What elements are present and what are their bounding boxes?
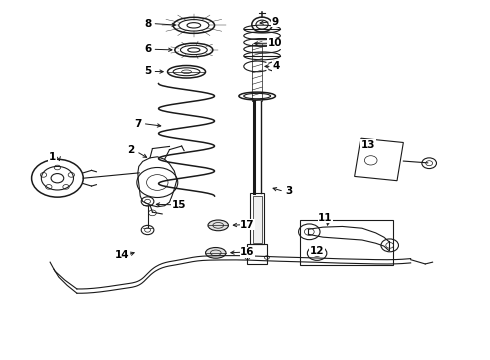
Text: 13: 13 bbox=[361, 140, 375, 150]
Text: 16: 16 bbox=[240, 247, 255, 257]
Text: 17: 17 bbox=[240, 220, 255, 230]
Text: 2: 2 bbox=[127, 145, 134, 156]
Text: 15: 15 bbox=[172, 200, 187, 210]
Text: 6: 6 bbox=[144, 44, 151, 54]
Text: 7: 7 bbox=[134, 118, 142, 129]
Text: 5: 5 bbox=[144, 66, 151, 76]
Text: 11: 11 bbox=[318, 212, 333, 222]
Text: 14: 14 bbox=[115, 250, 129, 260]
Bar bbox=[247, 244, 267, 264]
Text: 1: 1 bbox=[49, 152, 56, 162]
Text: 8: 8 bbox=[144, 18, 151, 28]
Text: 9: 9 bbox=[271, 17, 279, 27]
Bar bbox=[300, 220, 392, 265]
Text: 10: 10 bbox=[268, 38, 282, 48]
Ellipse shape bbox=[208, 220, 228, 231]
Text: 12: 12 bbox=[310, 246, 324, 256]
Ellipse shape bbox=[205, 248, 226, 258]
Text: 3: 3 bbox=[285, 186, 293, 197]
Bar bbox=[253, 196, 262, 243]
Text: 4: 4 bbox=[273, 62, 280, 71]
Bar bbox=[250, 193, 264, 244]
